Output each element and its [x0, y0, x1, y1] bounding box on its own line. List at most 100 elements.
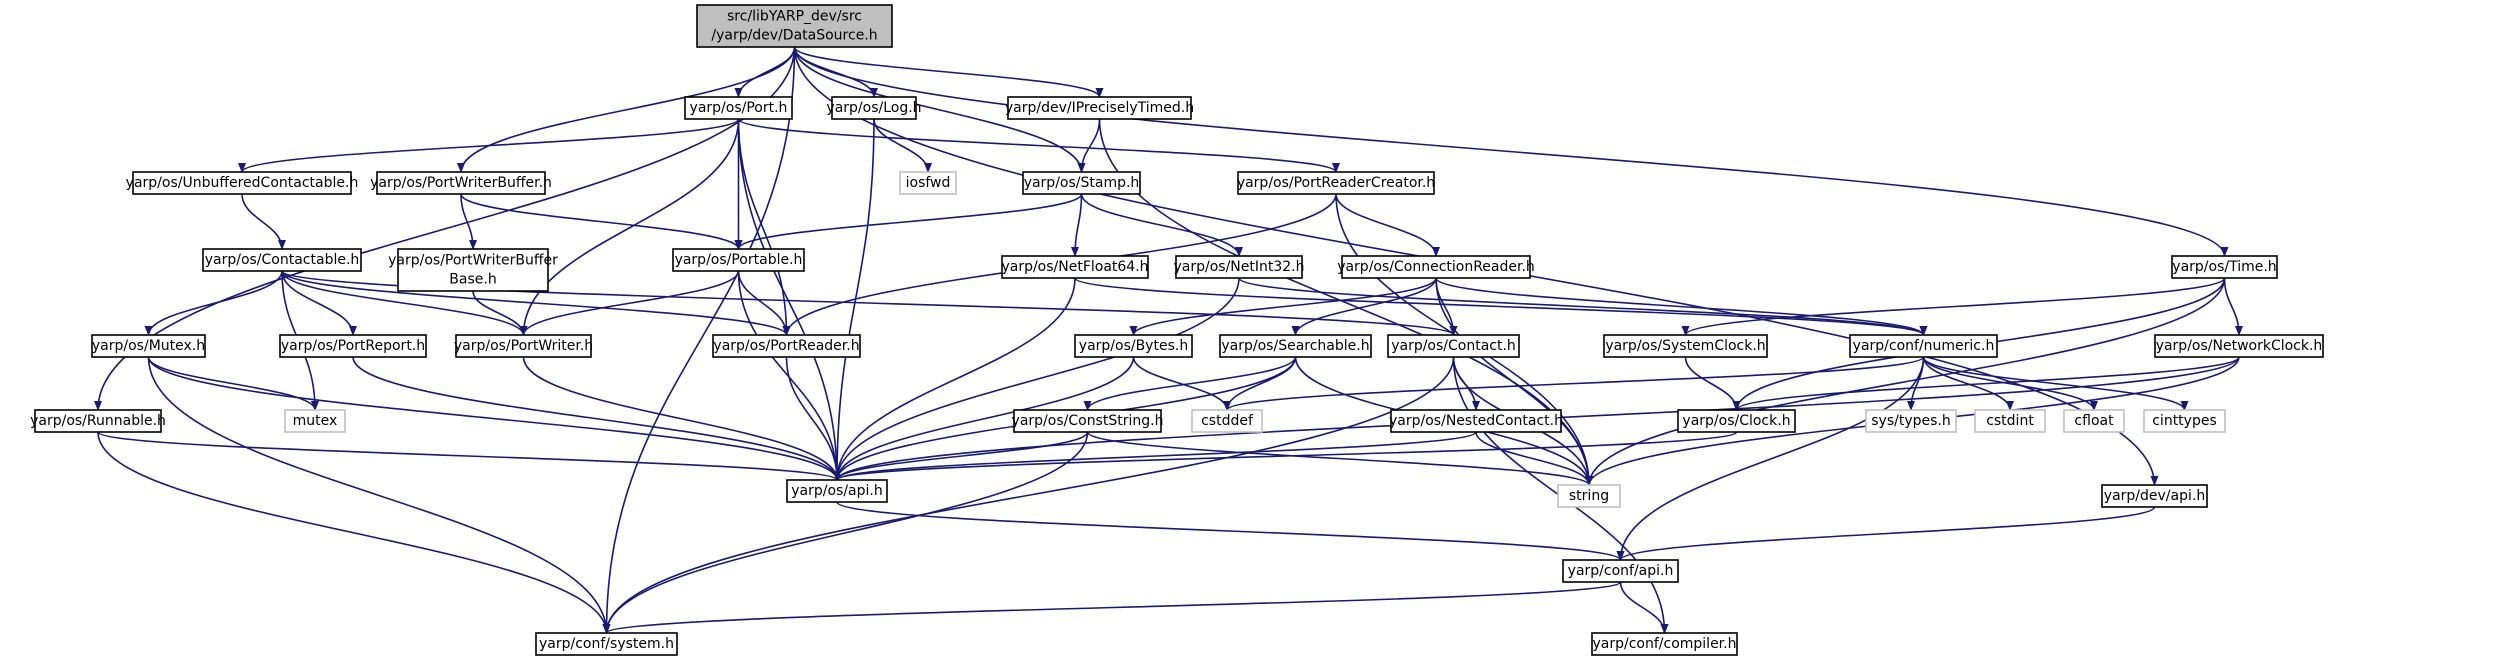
node-log[interactable]: yarp/os/Log.h	[826, 96, 922, 120]
node-label: yarp/os/Log.h	[826, 100, 921, 116]
edge-runnable-to-system	[97, 431, 611, 634]
node-label: yarp/os/Time.h	[2172, 259, 2276, 275]
edge-conststring-to-system	[602, 431, 1089, 634]
node-box	[1557, 484, 1621, 508]
node-label: yarp/os/Bytes.h	[1079, 338, 1188, 354]
node-numeric[interactable]: yarp/conf/numeric.h	[1849, 334, 1998, 358]
node-box	[1219, 334, 1372, 358]
node-label: Base.h	[449, 272, 496, 288]
edge-nested-to-string	[1475, 431, 1593, 486]
node-stamp[interactable]: yarp/os/Stamp.h	[1022, 171, 1141, 195]
node-label: yarp/os/Searchable.h	[1221, 338, 1369, 354]
edge-netfloat64-to-numeric	[1074, 277, 1928, 336]
node-box	[1865, 409, 1957, 433]
node-box	[34, 409, 162, 433]
node-label: yarp/conf/system.h	[539, 636, 674, 652]
edge-netint32-to-numeric	[1238, 277, 1928, 336]
node-box	[279, 334, 427, 358]
node-box	[397, 248, 549, 292]
node-label: yarp/os/Stamp.h	[1024, 175, 1140, 191]
node-devapi[interactable]: yarp/dev/api.h	[2101, 484, 2208, 508]
node-label: yarp/os/PortReader.h	[713, 338, 859, 354]
node-unbuffered[interactable]: yarp/os/UnbufferedContactable.h	[126, 171, 359, 195]
node-contact[interactable]: yarp/os/Contact.h	[1387, 334, 1520, 358]
node-label: yarp/os/Runnable.h	[30, 413, 166, 429]
edge-bytes-to-cstddef	[1132, 356, 1231, 411]
node-label: yarp/conf/numeric.h	[1853, 338, 1995, 354]
node-box	[1390, 409, 1562, 433]
node-layer: src/libYARP_dev/src/yarp/dev/DataSource.…	[30, 4, 2324, 656]
edge-connreader-to-contact	[1435, 277, 1458, 336]
node-portreport[interactable]: yarp/os/PortReport.h	[279, 334, 427, 358]
edge-root-to-time	[793, 46, 2229, 257]
node-bytes[interactable]: yarp/os/Bytes.h	[1074, 334, 1193, 358]
node-box	[1013, 409, 1162, 433]
node-pwbufferbase[interactable]: yarp/os/PortWriterBuffer Base.h	[388, 248, 558, 292]
node-contactable[interactable]: yarp/os/Contactable.h	[202, 248, 362, 272]
node-port[interactable]: yarp/os/Port.h	[684, 96, 793, 120]
node-box	[684, 96, 793, 120]
node-label: yarp/os/NetFloat64.h	[1001, 259, 1148, 275]
node-cstddef: cstddef	[1191, 409, 1263, 433]
edge-mutex-to-system	[147, 356, 611, 634]
node-portreader[interactable]: yarp/os/PortReader.h	[712, 334, 861, 358]
node-pwbuffer[interactable]: yarp/os/PortWriterBuffer.h	[370, 171, 552, 195]
edge-portable-to-portwriter	[519, 270, 740, 336]
node-box	[1387, 334, 1520, 358]
node-sysclock[interactable]: yarp/os/SystemClock.h	[1603, 334, 1768, 358]
edge-sysclock-to-clock	[1684, 356, 1741, 411]
edge-log-to-iosfwd	[873, 118, 932, 173]
edge-pwbufferbase-to-portwriter	[472, 290, 528, 336]
node-prcreator[interactable]: yarp/os/PortReaderCreator.h	[1237, 171, 1435, 195]
node-netclock[interactable]: yarp/os/NetworkClock.h	[2154, 334, 2324, 358]
node-portwriter[interactable]: yarp/os/PortWriter.h	[454, 334, 593, 358]
node-connreader[interactable]: yarp/os/ConnectionReader.h	[1337, 255, 1535, 279]
node-netfloat64[interactable]: yarp/os/NetFloat64.h	[1001, 255, 1149, 279]
edge-layer	[94, 46, 2243, 634]
node-runnable[interactable]: yarp/os/Runnable.h	[30, 409, 166, 433]
edge-netint32-to-osapi	[833, 277, 1240, 481]
node-box	[1237, 171, 1435, 195]
node-system[interactable]: yarp/conf/system.h	[535, 632, 678, 656]
edge-port-to-unbuffered	[238, 118, 740, 173]
node-box	[2171, 255, 2278, 279]
node-label: yarp/os/Portable.h	[675, 252, 803, 268]
node-label: yarp/dev/api.h	[2104, 488, 2205, 504]
edge-stamp-to-portable	[734, 193, 1083, 250]
node-box	[1074, 334, 1193, 358]
node-label: yarp/os/PortWriterBuffer.h	[370, 175, 552, 191]
node-box	[1001, 255, 1149, 279]
node-root[interactable]: src/libYARP_dev/src/yarp/dev/DataSource.…	[696, 4, 893, 48]
edge-portable-to-portreader	[737, 270, 791, 336]
node-conststring[interactable]: yarp/os/ConstString.h	[1012, 409, 1164, 433]
edge-confapi-to-compiler	[1619, 581, 1669, 634]
edge-bytes-to-osapi	[833, 356, 1135, 481]
node-portable[interactable]: yarp/os/Portable.h	[672, 248, 805, 272]
node-confapi[interactable]: yarp/conf/api.h	[1562, 559, 1679, 583]
node-label: yarp/os/UnbufferedContactable.h	[126, 175, 359, 191]
node-osapi[interactable]: yarp/os/api.h	[786, 479, 888, 503]
node-label: yarp/dev/IPreciselyTimed.h	[1005, 100, 1194, 116]
node-iosfwd: iosfwd	[899, 171, 957, 195]
node-label: yarp/os/Clock.h	[1682, 413, 1790, 429]
node-label: yarp/conf/api.h	[1568, 563, 1674, 579]
edge-contact-to-system	[602, 356, 1455, 634]
edge-numeric-to-confapi	[1616, 356, 1925, 561]
node-label: yarp/os/SystemClock.h	[1605, 338, 1765, 354]
node-time[interactable]: yarp/os/Time.h	[2171, 255, 2278, 279]
edge-portwriter-to-osapi	[522, 356, 841, 481]
node-iprecisely[interactable]: yarp/dev/IPreciselyTimed.h	[1005, 96, 1194, 120]
node-box	[284, 409, 346, 433]
edge-port-to-portwriter	[519, 118, 740, 336]
node-searchable[interactable]: yarp/os/Searchable.h	[1219, 334, 1372, 358]
node-label: cstddef	[1201, 413, 1254, 429]
node-box	[712, 334, 861, 358]
edge-portable-to-osapi	[737, 270, 841, 481]
edge-unbuffered-to-contactable	[241, 193, 286, 250]
node-compiler[interactable]: yarp/conf/compiler.h	[1591, 632, 1738, 656]
node-netint32[interactable]: yarp/os/NetInt32.h	[1173, 255, 1305, 279]
node-clock[interactable]: yarp/os/Clock.h	[1677, 409, 1796, 433]
node-systypes: sys/types.h	[1865, 409, 1957, 433]
node-mutex[interactable]: yarp/os/Mutex.h	[91, 334, 206, 358]
node-nested[interactable]: yarp/os/NestedContact.h	[1389, 409, 1563, 433]
